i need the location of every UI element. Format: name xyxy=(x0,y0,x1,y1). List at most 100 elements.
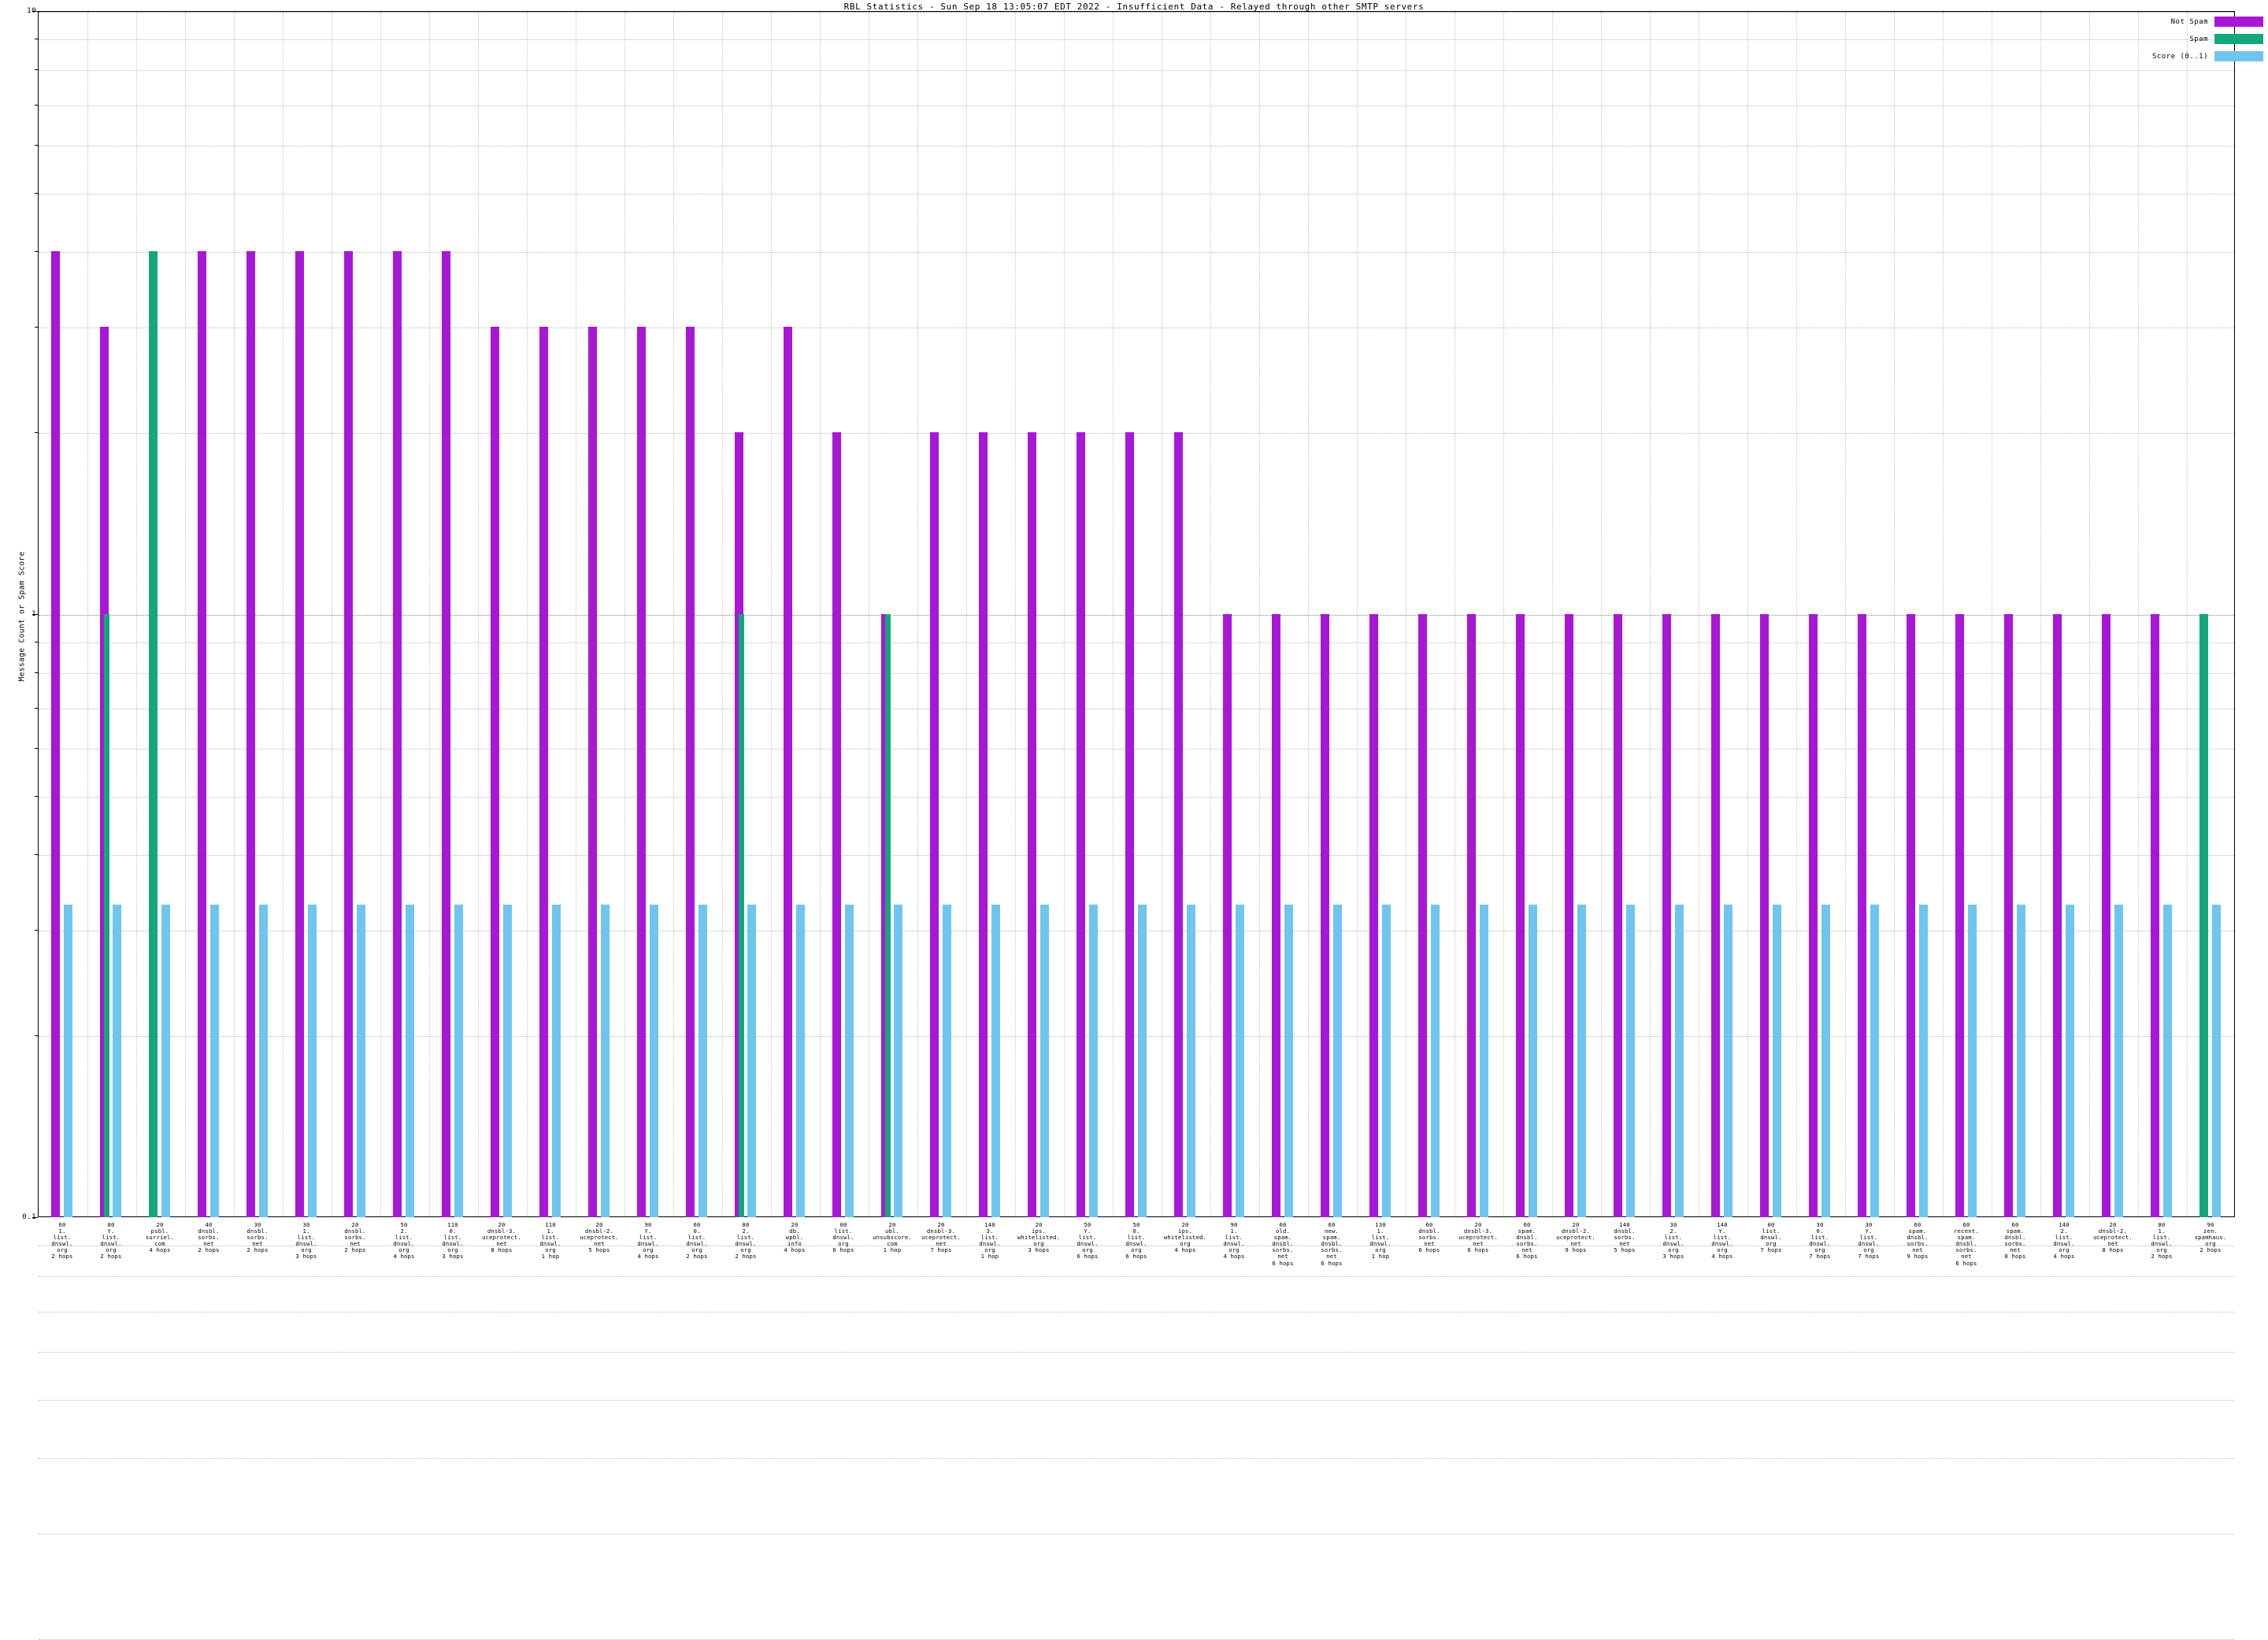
bar-group[interactable] xyxy=(1356,11,1405,1217)
bar-message-count[interactable] xyxy=(246,250,255,1217)
bar-message-count[interactable] xyxy=(149,250,158,1217)
bar-message-count[interactable] xyxy=(1272,614,1280,1217)
bar-message-count[interactable] xyxy=(51,250,60,1217)
bar-spam-score[interactable] xyxy=(1675,904,1684,1217)
bar-group[interactable] xyxy=(917,11,965,1217)
bar-spam-score[interactable] xyxy=(64,904,72,1217)
bar-group[interactable] xyxy=(526,11,575,1217)
bar-spam-score[interactable] xyxy=(1626,904,1635,1217)
bar-spam-score[interactable] xyxy=(1919,904,1928,1217)
bar-group[interactable] xyxy=(1551,11,1600,1217)
bar-message-count[interactable] xyxy=(1760,614,1769,1217)
bar-message-count[interactable] xyxy=(2102,614,2110,1217)
bar-message-count[interactable] xyxy=(1711,614,1720,1217)
bar-spam-score[interactable] xyxy=(1236,904,1244,1217)
bar-group[interactable] xyxy=(624,11,673,1217)
bar-spam-score[interactable] xyxy=(2017,904,2025,1217)
bar-group[interactable] xyxy=(428,11,477,1217)
bar-spam-score[interactable] xyxy=(1480,904,1488,1217)
bar-group[interactable] xyxy=(721,11,770,1217)
bar-spam-score[interactable] xyxy=(1382,904,1391,1217)
bar-message-count[interactable] xyxy=(1077,432,1085,1217)
bar-message-count[interactable] xyxy=(1662,614,1671,1217)
bar-group[interactable] xyxy=(819,11,868,1217)
bar-group[interactable] xyxy=(1893,11,1942,1217)
bar-group[interactable] xyxy=(1698,11,1747,1217)
bar-spam-score[interactable] xyxy=(113,904,121,1217)
bar-spam-score[interactable] xyxy=(1333,904,1342,1217)
bar-message-count[interactable] xyxy=(637,326,646,1217)
bar-message-count[interactable] xyxy=(1809,614,1818,1217)
bar-spam-score[interactable] xyxy=(943,904,951,1217)
bar-message-count[interactable] xyxy=(1174,432,1183,1217)
bar-spam-score[interactable] xyxy=(747,904,756,1217)
bar-message-count[interactable] xyxy=(1907,614,1915,1217)
bar-group[interactable] xyxy=(233,11,282,1217)
bar-message-count[interactable] xyxy=(1418,614,1427,1217)
bar-group[interactable] xyxy=(1405,11,1454,1217)
bar-message-count[interactable] xyxy=(1028,432,1036,1217)
bar-spam-score[interactable] xyxy=(894,904,902,1217)
bar-spam-score[interactable] xyxy=(2114,904,2123,1217)
bar-spam-score[interactable] xyxy=(1968,904,1977,1217)
bar-spam-score[interactable] xyxy=(2066,904,2074,1217)
bar-message-count[interactable] xyxy=(1858,614,1866,1217)
bar-message-count[interactable] xyxy=(1321,614,1329,1217)
bar-spam-score[interactable] xyxy=(1431,904,1440,1217)
bar-spam-score[interactable] xyxy=(796,904,805,1217)
bar-spam-score[interactable] xyxy=(357,904,365,1217)
bar-spam-count[interactable] xyxy=(103,614,109,1217)
bar-message-count[interactable] xyxy=(295,250,304,1217)
bar-spam-score[interactable] xyxy=(161,904,170,1217)
bar-group[interactable] xyxy=(331,11,380,1217)
bar-spam-score[interactable] xyxy=(1040,904,1049,1217)
legend-item[interactable]: Not Spam xyxy=(2081,14,2263,29)
bar-spam-score[interactable] xyxy=(1724,904,1732,1217)
bar-spam-count[interactable] xyxy=(738,614,744,1217)
legend-item[interactable]: Score (0..1) xyxy=(2081,49,2263,64)
bar-group[interactable] xyxy=(184,11,233,1217)
bar-spam-score[interactable] xyxy=(1529,904,1537,1217)
bar-message-count[interactable] xyxy=(784,326,792,1217)
bar-spam-score[interactable] xyxy=(1821,904,1830,1217)
bar-group[interactable] xyxy=(1161,11,1210,1217)
bar-spam-score[interactable] xyxy=(1577,904,1586,1217)
bar-spam-score[interactable] xyxy=(1870,904,1879,1217)
bar-message-count[interactable] xyxy=(198,250,206,1217)
bar-group[interactable] xyxy=(1747,11,1796,1217)
bar-message-count[interactable] xyxy=(393,250,402,1217)
bar-group[interactable] xyxy=(1503,11,1551,1217)
bar-spam-score[interactable] xyxy=(699,904,707,1217)
bar-group[interactable] xyxy=(2137,11,2186,1217)
bar-group[interactable] xyxy=(87,11,135,1217)
bar-group[interactable] xyxy=(1307,11,1356,1217)
bar-spam-score[interactable] xyxy=(2163,904,2172,1217)
bar-group[interactable] xyxy=(2040,11,2088,1217)
bar-group[interactable] xyxy=(1454,11,1503,1217)
bar-spam-score[interactable] xyxy=(406,904,414,1217)
bar-message-count[interactable] xyxy=(1565,614,1573,1217)
bar-group[interactable] xyxy=(477,11,526,1217)
bar-message-count[interactable] xyxy=(930,432,939,1217)
bar-group[interactable] xyxy=(575,11,624,1217)
bar-group[interactable] xyxy=(1600,11,1649,1217)
bar-message-count[interactable] xyxy=(491,326,499,1217)
bar-message-count[interactable] xyxy=(1125,432,1134,1217)
legend-item[interactable]: Spam xyxy=(2081,31,2263,46)
bar-message-count[interactable] xyxy=(442,250,450,1217)
bar-spam-score[interactable] xyxy=(1284,904,1293,1217)
bar-spam-score[interactable] xyxy=(2212,904,2221,1217)
bar-spam-score[interactable] xyxy=(1773,904,1781,1217)
bar-spam-score[interactable] xyxy=(308,904,317,1217)
bar-message-count[interactable] xyxy=(588,326,597,1217)
bar-group[interactable] xyxy=(135,11,184,1217)
bar-spam-score[interactable] xyxy=(601,904,610,1217)
bar-group[interactable] xyxy=(1063,11,1112,1217)
bar-message-count[interactable] xyxy=(2053,614,2062,1217)
bar-group[interactable] xyxy=(673,11,721,1217)
bar-message-count[interactable] xyxy=(2199,614,2208,1217)
bar-message-count[interactable] xyxy=(2151,614,2159,1217)
bar-message-count[interactable] xyxy=(1614,614,1622,1217)
bar-spam-count[interactable] xyxy=(884,614,891,1217)
bar-message-count[interactable] xyxy=(1369,614,1378,1217)
